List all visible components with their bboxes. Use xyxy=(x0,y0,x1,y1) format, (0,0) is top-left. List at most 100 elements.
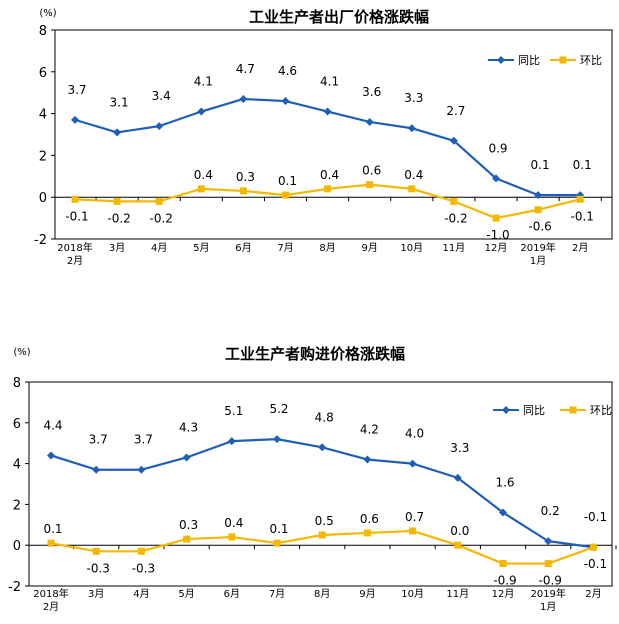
data-label: 0.4 xyxy=(194,168,213,182)
y-tick-label: 8 xyxy=(13,376,21,391)
y-tick-label: 4 xyxy=(39,108,47,123)
data-label: 0.3 xyxy=(179,518,198,532)
x-tick-label: 12月 xyxy=(485,242,508,254)
series-0-point xyxy=(182,453,191,462)
x-tick-label: 2月 xyxy=(585,588,601,600)
legend-marker-0 xyxy=(502,406,510,414)
x-tick-label: 9月 xyxy=(362,242,378,254)
series-0-point xyxy=(71,115,79,124)
series-1-point xyxy=(324,185,332,193)
ppi-output-chart: 工业生产者出厂价格涨跌幅 (%) -2 0 2 4 6 8 2018年 2月 3月 4月 5月 6月 7月 8… xyxy=(0,0,619,300)
x-tick-label: 8月 xyxy=(319,242,335,254)
x-tick-label: 5月 xyxy=(193,242,209,254)
series-0-point xyxy=(449,136,458,145)
y-tick-label: 0 xyxy=(13,539,21,554)
series-1-point xyxy=(228,533,236,541)
data-label: 4.0 xyxy=(405,427,424,441)
x-tick-label: 7月 xyxy=(269,588,285,600)
data-label: -0.1 xyxy=(65,209,88,223)
legend-label-1: 环比 xyxy=(580,54,602,67)
x-tick-label: 4月 xyxy=(151,242,167,254)
data-label: 5.1 xyxy=(224,404,243,418)
series-0-point xyxy=(323,107,332,116)
data-label: 0.4 xyxy=(404,168,423,182)
data-label: 3.7 xyxy=(134,433,153,447)
series-0-point xyxy=(197,107,206,116)
series-1-point xyxy=(239,187,247,195)
series-0-point xyxy=(227,437,236,446)
x-tick-label: 2月 xyxy=(67,255,83,267)
x-tick-label: 4月 xyxy=(133,588,149,600)
y-tick-label: 4 xyxy=(13,458,21,473)
data-label: 4.1 xyxy=(320,75,339,89)
data-label: -0.1 xyxy=(584,510,607,524)
data-label: 0.1 xyxy=(531,158,550,172)
y-tick-label: 2 xyxy=(13,498,21,513)
x-tick-label: 1月 xyxy=(540,601,556,613)
legend-label-0: 同比 xyxy=(518,54,540,67)
x-tick-label: 2019年 xyxy=(520,241,555,254)
y-tick-label: 2 xyxy=(39,149,47,164)
y-tick-label: 0 xyxy=(39,191,47,206)
legend-marker-1 xyxy=(569,406,577,414)
x-tick-label: 6月 xyxy=(235,242,251,254)
x-tick-label: 2019年 xyxy=(530,587,565,600)
series-1-point xyxy=(363,529,371,537)
series-0-point xyxy=(137,465,146,474)
plot-frame xyxy=(54,29,613,240)
data-label: -0.3 xyxy=(86,561,109,575)
x-tick-label: 3月 xyxy=(109,242,125,254)
data-label: 0.2 xyxy=(541,504,560,518)
series-1-point xyxy=(499,560,507,568)
unit-label: (%) xyxy=(39,8,56,19)
x-tick-label: 10月 xyxy=(400,242,423,254)
y-tick-label: -2 xyxy=(8,580,21,595)
y-tick-label: 6 xyxy=(39,66,47,81)
x-tick-label: 6月 xyxy=(224,588,240,600)
y-tick-label: 8 xyxy=(39,24,47,39)
data-label: -1.0 xyxy=(486,228,509,242)
series-1-point xyxy=(282,191,289,199)
series-1-point xyxy=(534,206,542,214)
data-label: 2.7 xyxy=(446,104,465,118)
data-label: 0.1 xyxy=(278,174,297,188)
data-label: 4.1 xyxy=(194,75,213,89)
data-label: 3.7 xyxy=(67,83,86,97)
data-label: -0.1 xyxy=(570,209,593,223)
series-0-point xyxy=(92,465,101,474)
data-label: -0.2 xyxy=(444,211,467,225)
legend-label-0: 同比 xyxy=(523,404,545,417)
data-label: 4.8 xyxy=(315,410,334,424)
x-tick-label: 9月 xyxy=(359,588,375,600)
series-0-point xyxy=(47,451,55,460)
series-0-point xyxy=(408,459,417,468)
data-label: 3.7 xyxy=(89,433,108,447)
data-label: 0.4 xyxy=(320,168,339,182)
data-label: 4.3 xyxy=(179,420,198,434)
series-1-point xyxy=(137,547,145,555)
series-1-point xyxy=(576,195,584,203)
x-tick-label: 12月 xyxy=(492,588,515,600)
series-line-0 xyxy=(50,438,594,549)
y-tick-label: -2 xyxy=(34,233,47,248)
data-label: 0.6 xyxy=(362,164,381,178)
series-1-point xyxy=(47,539,55,547)
y-tick-label: 6 xyxy=(13,417,21,432)
series-0-point xyxy=(113,128,122,137)
series-1-point xyxy=(71,195,79,203)
series-1-point xyxy=(492,214,500,222)
series-1-point xyxy=(92,547,100,555)
series-0-point xyxy=(544,537,553,546)
data-label: 4.2 xyxy=(360,423,379,437)
data-label: 5.2 xyxy=(269,402,288,416)
series-0-point xyxy=(499,508,507,517)
data-label: -0.9 xyxy=(538,574,561,588)
x-tick-label: 3月 xyxy=(88,588,104,600)
data-label: 0.3 xyxy=(236,170,255,184)
series-1-point xyxy=(197,185,205,193)
data-label: 0.1 xyxy=(43,522,62,536)
x-tick-label: 8月 xyxy=(314,588,330,600)
series-1-point xyxy=(544,560,552,568)
data-label: -0.9 xyxy=(493,574,516,588)
